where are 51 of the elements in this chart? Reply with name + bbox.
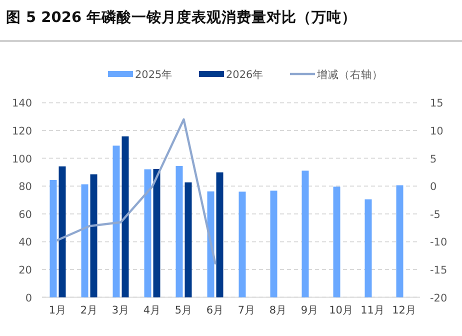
- bar: [207, 191, 214, 298]
- x-tick-label: 11月: [360, 304, 385, 316]
- x-tick-label: 3月: [112, 304, 130, 316]
- legend-label: 增减（右轴）: [316, 68, 383, 81]
- bar: [81, 184, 88, 298]
- bar: [364, 199, 372, 298]
- legend-label: 2026年: [226, 69, 264, 81]
- y2-tick-label: 15: [430, 98, 444, 110]
- y2-tick-label: -20: [430, 292, 448, 304]
- bar: [270, 190, 278, 298]
- bar: [216, 172, 224, 298]
- y2-tick-label: -10: [430, 236, 448, 249]
- y-tick-label: 140: [12, 98, 32, 110]
- bar: [153, 169, 160, 298]
- bar: [302, 170, 309, 298]
- bar: [112, 146, 120, 298]
- x-tick-label: 6月: [206, 304, 224, 316]
- chart-title: 图 5 2026 年磷酸一铵月度表观消费量对比（万吨）: [6, 8, 357, 26]
- x-tick-label: 12月: [392, 304, 416, 316]
- y2-tick-label: 10: [430, 126, 444, 138]
- y-tick-label: 60: [18, 208, 32, 221]
- bar: [184, 182, 192, 298]
- y-tick-label: 0: [25, 292, 32, 304]
- x-tick-label: 4月: [143, 304, 162, 316]
- x-tick-label: 5月: [174, 304, 193, 316]
- y-tick-label: 40: [18, 236, 32, 249]
- bar: [333, 186, 340, 298]
- x-tick-label: 10月: [329, 304, 354, 316]
- y-tick-label: 80: [18, 181, 32, 194]
- legend-label: 2025年: [135, 69, 173, 81]
- x-tick-label: 2月: [80, 304, 98, 316]
- y2-tick-label: -15: [430, 264, 448, 276]
- y-tick-label: 20: [18, 264, 32, 276]
- x-tick-label: 8月: [269, 304, 288, 316]
- y2-tick-label: -5: [430, 208, 440, 221]
- bar: [238, 192, 246, 298]
- y-tick-label: 100: [12, 153, 32, 166]
- bar: [176, 166, 183, 298]
- bar: [58, 166, 66, 298]
- bar: [122, 136, 129, 298]
- y2-tick-label: 0: [430, 181, 437, 194]
- x-tick-label: 9月: [300, 304, 319, 316]
- y-tick-label: 120: [12, 126, 32, 138]
- bar: [50, 180, 57, 298]
- y2-tick-label: 5: [430, 153, 437, 166]
- bar: [90, 174, 98, 298]
- bar: [144, 169, 152, 298]
- bar: [396, 185, 404, 298]
- line-series: [56, 118, 216, 264]
- x-tick-label: 7月: [238, 304, 256, 316]
- x-tick-label: 1月: [48, 304, 67, 316]
